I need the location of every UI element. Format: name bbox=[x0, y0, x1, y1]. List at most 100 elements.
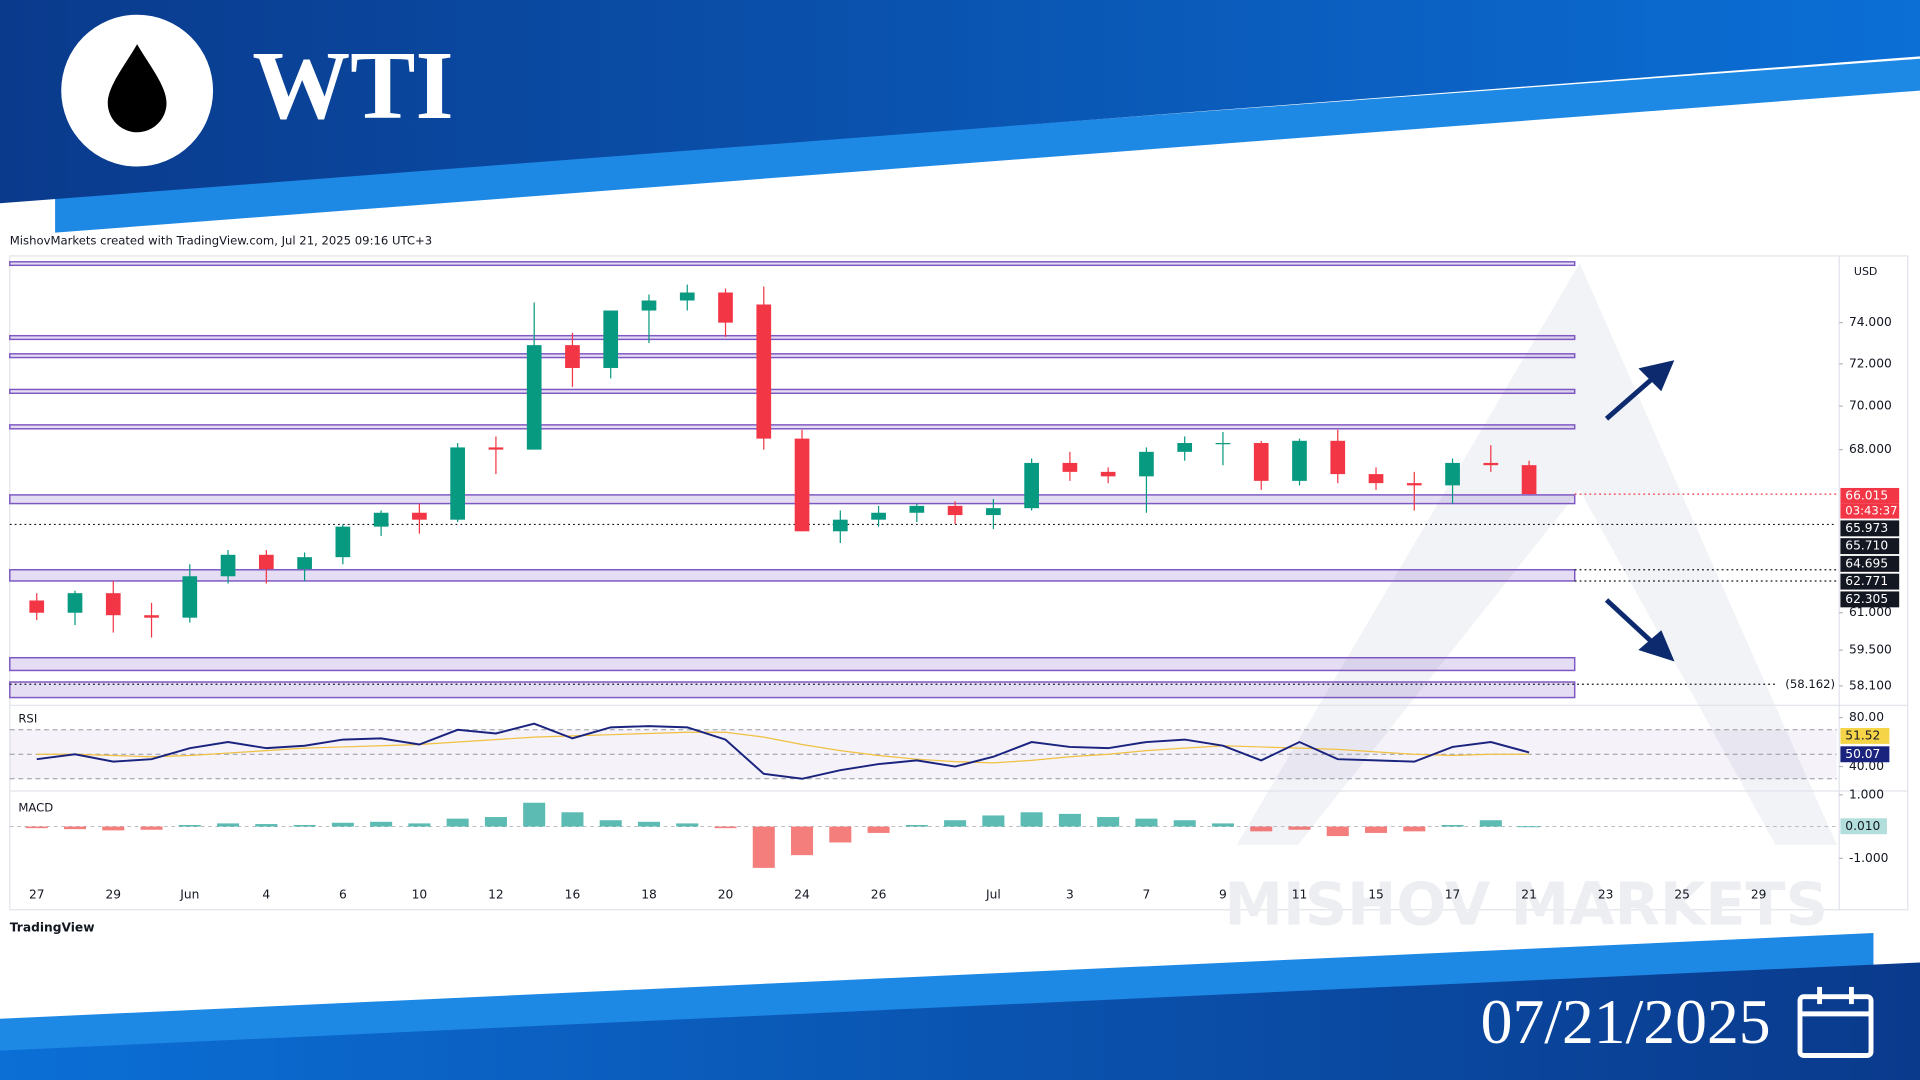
currency: USD bbox=[1854, 265, 1878, 278]
price-badge-label: 64.695 bbox=[1845, 556, 1888, 570]
date: 07/21/2025 bbox=[1481, 986, 1771, 1057]
macd-bar bbox=[25, 826, 48, 829]
x-tick-label: 29 bbox=[105, 888, 121, 902]
candle-body bbox=[373, 512, 389, 527]
rsi-badge bbox=[1840, 727, 1890, 744]
candle-body bbox=[1177, 443, 1193, 452]
zone bbox=[9, 656, 1576, 672]
macd-bar bbox=[867, 826, 890, 833]
candle-body bbox=[1215, 443, 1231, 445]
candle-body bbox=[756, 304, 772, 439]
macd-bar bbox=[1479, 820, 1502, 827]
x-tick-label: 20 bbox=[718, 888, 734, 902]
footer-stripe bbox=[0, 933, 1874, 1056]
level-label: (58.162) bbox=[1785, 677, 1835, 691]
zone bbox=[9, 681, 1576, 699]
x-tick-label: Jul bbox=[985, 888, 1001, 902]
candle-body bbox=[1521, 465, 1537, 495]
zone bbox=[9, 353, 1576, 359]
candle-body bbox=[1445, 462, 1460, 486]
candle-body bbox=[258, 554, 274, 570]
y-tick-label: 1.000 bbox=[1849, 787, 1884, 801]
y-tick-label: 58.100 bbox=[1849, 678, 1892, 692]
arrow-down bbox=[1604, 598, 1675, 662]
price-badge bbox=[1840, 487, 1900, 504]
calendar-icon bbox=[1797, 986, 1874, 1058]
countdown-badge bbox=[1840, 503, 1900, 519]
candle-body bbox=[29, 600, 45, 613]
macd-bar bbox=[178, 824, 201, 827]
price-badge-label: 65.710 bbox=[1845, 539, 1888, 553]
macd-bar bbox=[944, 820, 967, 827]
x-tick-label: 29 bbox=[1751, 888, 1767, 902]
macd-bar bbox=[217, 823, 240, 827]
candle-body bbox=[832, 519, 848, 532]
zone bbox=[9, 494, 1576, 505]
candle-body bbox=[488, 447, 504, 450]
candle-body bbox=[1100, 471, 1116, 477]
zone bbox=[9, 261, 1576, 267]
macd-bar bbox=[1058, 813, 1081, 827]
candle-body bbox=[1330, 440, 1346, 475]
panel-title: MACD bbox=[18, 801, 53, 815]
candle-body bbox=[144, 615, 159, 618]
price-badge bbox=[1840, 591, 1900, 608]
banner-stripe bbox=[55, 58, 1920, 233]
x-tick-label: 17 bbox=[1445, 888, 1461, 902]
macd-bar bbox=[599, 820, 622, 827]
x-tick-label: 25 bbox=[1674, 888, 1690, 902]
candle-body bbox=[105, 593, 121, 616]
oil-drop-icon bbox=[107, 44, 167, 133]
zone bbox=[9, 388, 1576, 395]
macd-bar bbox=[714, 826, 737, 829]
macd-bar bbox=[63, 826, 87, 830]
macd-bar bbox=[1135, 818, 1158, 827]
macd-bar bbox=[829, 826, 852, 843]
candle-body bbox=[1062, 462, 1078, 472]
candle-body bbox=[1024, 462, 1039, 509]
x-tick-label: 23 bbox=[1598, 888, 1614, 902]
x-tick-label: 9 bbox=[1219, 888, 1227, 902]
price-badge-label: 62.771 bbox=[1845, 574, 1888, 588]
macd-bar bbox=[752, 826, 775, 868]
candle-body bbox=[67, 593, 83, 613]
rsi-line bbox=[36, 722, 1530, 780]
x-tick-label: 11 bbox=[1292, 888, 1308, 902]
macd-bar bbox=[1250, 826, 1273, 832]
macd-bar bbox=[1173, 820, 1196, 827]
macd-bar bbox=[1518, 826, 1541, 828]
y-tick-label: 40.00 bbox=[1849, 759, 1884, 773]
y-tick-label: 72.000 bbox=[1849, 356, 1892, 370]
macd-bar bbox=[102, 826, 125, 831]
x-tick-label: 10 bbox=[412, 888, 428, 902]
x-tick-label: 12 bbox=[488, 888, 504, 902]
macd-bar bbox=[446, 818, 469, 827]
macd-bar bbox=[905, 824, 928, 827]
candle-body bbox=[986, 508, 1001, 516]
macd-bar bbox=[370, 821, 393, 827]
macd-bar bbox=[1211, 823, 1234, 827]
macd-badge-label: 0.010 bbox=[1845, 819, 1880, 833]
y-tick-label: 68.000 bbox=[1849, 442, 1892, 456]
y-tick-label: 74.000 bbox=[1849, 315, 1892, 329]
rsi-badge-label: 50.07 bbox=[1845, 747, 1880, 761]
y-tick-label: -1.000 bbox=[1849, 851, 1888, 865]
y-tick-label: 80.00 bbox=[1849, 710, 1884, 724]
rsi-badge bbox=[1840, 746, 1890, 763]
candle-body bbox=[718, 292, 733, 323]
candle-body bbox=[1368, 474, 1384, 484]
x-tick-label: 15 bbox=[1368, 888, 1384, 902]
candle-body bbox=[641, 300, 657, 311]
y-tick-label: 70.000 bbox=[1849, 399, 1892, 413]
macd-bar bbox=[255, 824, 278, 827]
y-tick-label: 59.500 bbox=[1849, 643, 1892, 657]
macd-bar bbox=[1365, 826, 1388, 833]
macd-bar bbox=[1288, 826, 1311, 830]
candle-body bbox=[871, 512, 886, 520]
price-badge-label: 65.973 bbox=[1845, 521, 1888, 535]
top-banner bbox=[0, 0, 1920, 204]
candle-body bbox=[335, 526, 351, 558]
candle-body bbox=[297, 557, 312, 570]
x-tick-label: 6 bbox=[339, 888, 347, 902]
candle-body bbox=[603, 310, 619, 368]
